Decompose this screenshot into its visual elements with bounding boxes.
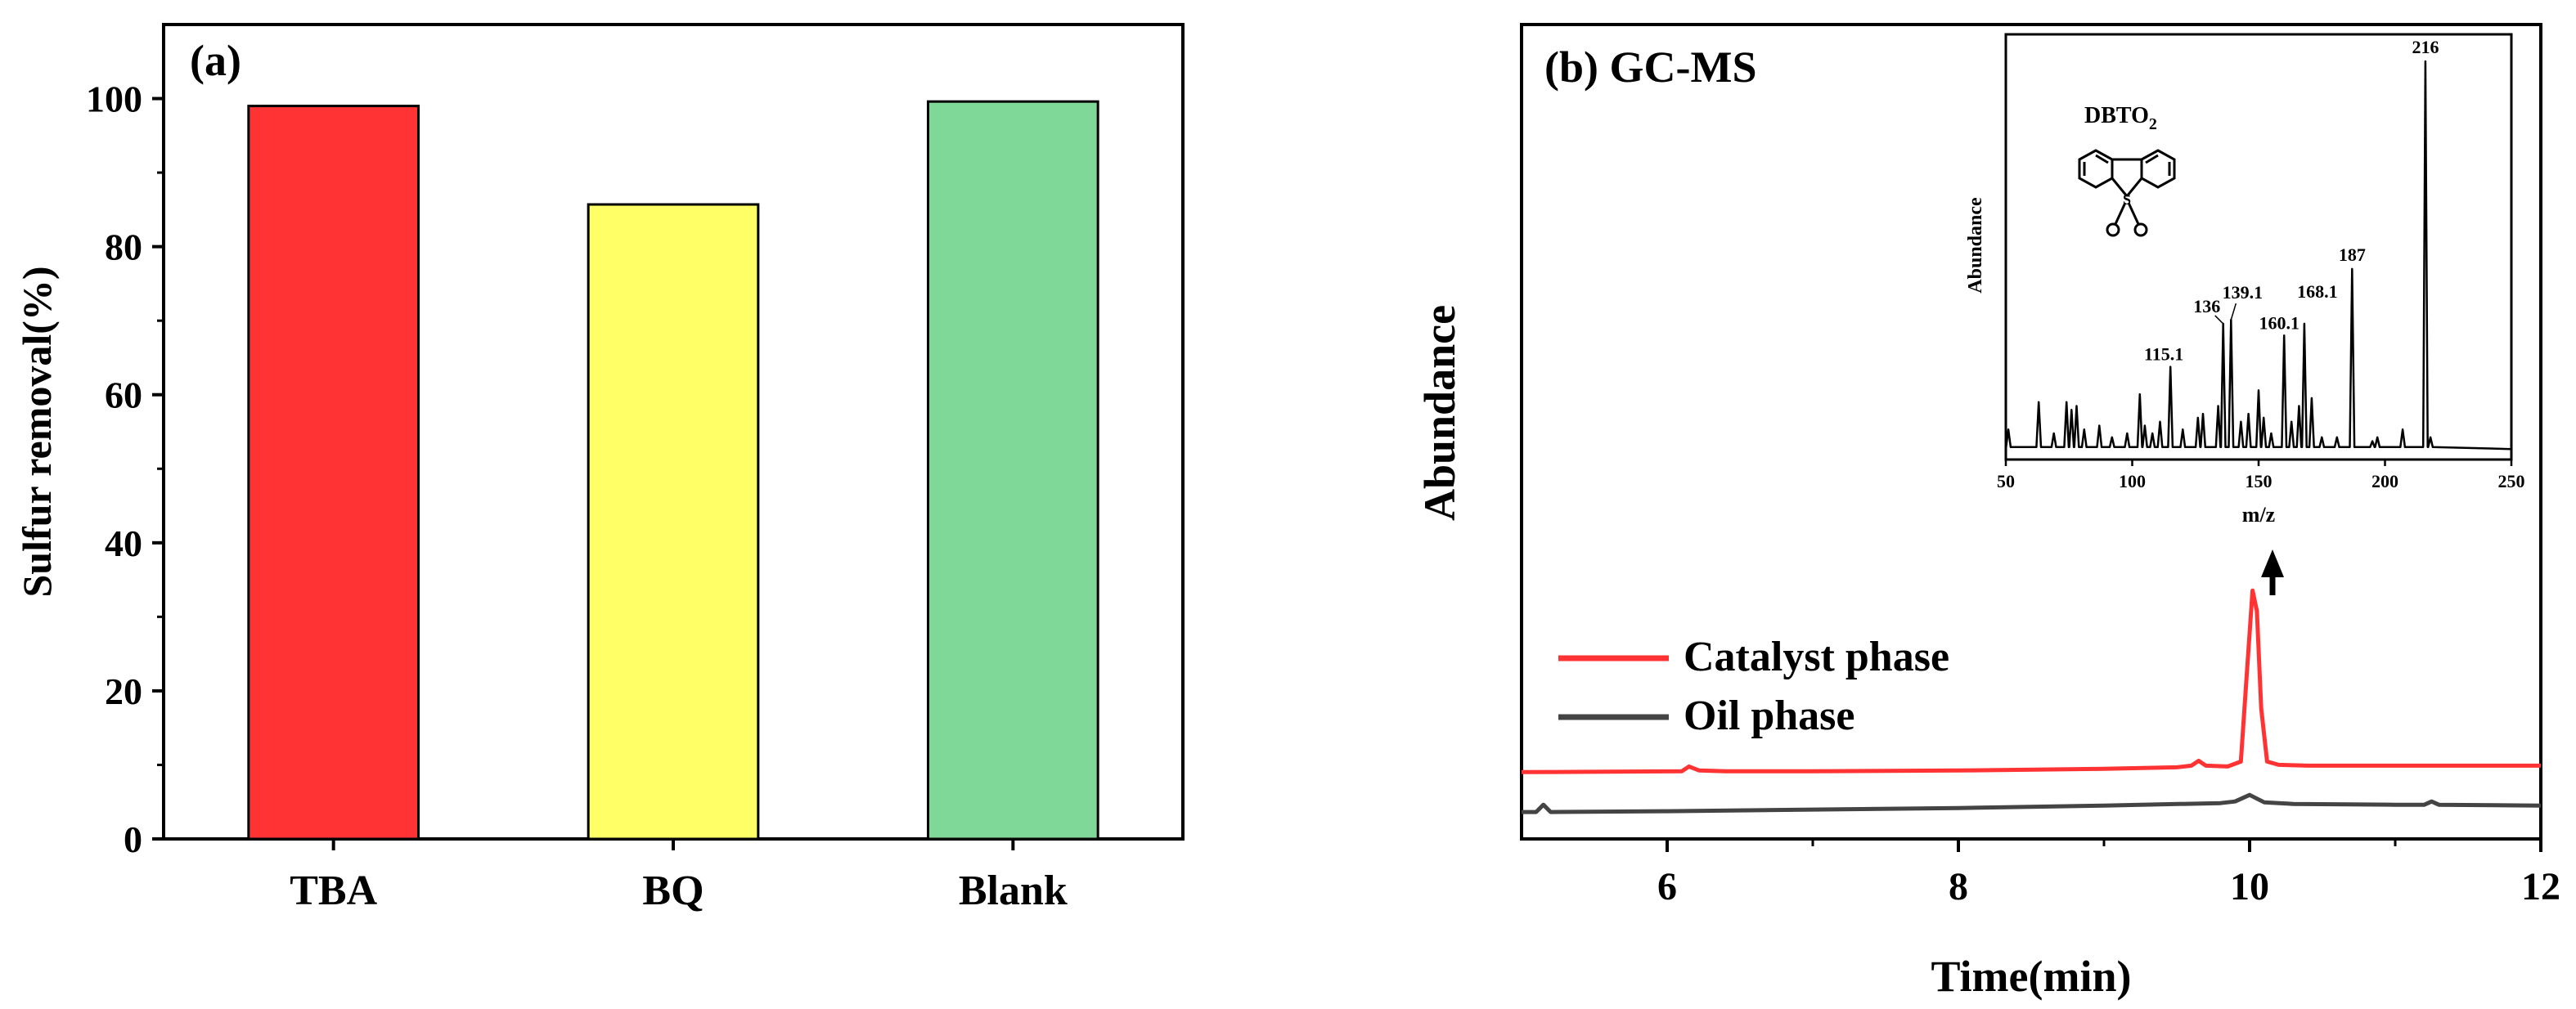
panel-b-series-lines (1521, 588, 2542, 814)
x-tick-label: BQ (642, 868, 704, 914)
y-tick-label: 0 (124, 818, 142, 860)
y-tick-label: 40 (105, 522, 142, 564)
panel-b-y-axis-label: Abundance (1415, 305, 1464, 521)
inset-peak-label: 115.1 (2144, 344, 2183, 365)
inset-x-ticks: 50 100 150 200 250 (1997, 460, 2525, 491)
y-tick-label: 20 (105, 670, 142, 712)
inset-peak-label: 160.1 (2259, 312, 2300, 333)
x-tick-label: 10 (2230, 865, 2269, 908)
dbto2-sulfur-atom: S (2123, 191, 2131, 208)
bar-bq (587, 203, 760, 841)
inset-x-tick-label: 200 (2371, 471, 2398, 491)
x-tick-label: 12 (2521, 865, 2560, 908)
legend-label-catalyst-phase: Catalyst phase (1684, 634, 1949, 680)
panel-a-x-ticks: TBA BQ Blank (290, 839, 1068, 914)
y-tick-label: 100 (86, 78, 142, 120)
inset-peak-label: 187 (2339, 244, 2366, 265)
panel-a-bar-chart: (a) 0 20 40 60 80 100 TBA BQ Blank Sulfur remov… (14, 23, 1185, 914)
panel-b-legend: Catalyst phase Oil phase (1558, 634, 1949, 739)
inset-y-axis-label: Abundance (1965, 197, 1986, 294)
inset-leader-line (2214, 315, 2224, 325)
inset-peak-label: 216 (2412, 37, 2439, 57)
panel-b-gcms-chart: (b) GC-MS 6 8 10 12 Time(min) Abundance Cat… (1415, 23, 2560, 1001)
panel-a-y-ticks: 0 20 40 60 80 100 (86, 78, 164, 860)
panel-a-bars (247, 100, 1099, 841)
bar-tba (247, 105, 420, 841)
inset-compound-label: DBTO2 (2084, 103, 2157, 133)
inset-peak-label: 168.1 (2297, 281, 2338, 302)
x-tick-label: TBA (290, 868, 377, 914)
panel-b-x-axis-label: Time(min) (1931, 952, 2132, 1001)
series-line-catalyst-phase (1521, 588, 2541, 774)
y-tick-label: 60 (105, 374, 142, 416)
x-tick-label: Blank (959, 868, 1068, 914)
inset-peak-label: 136 (2193, 296, 2220, 316)
legend-label-oil-phase: Oil phase (1684, 693, 1855, 739)
panel-b-frame (1520, 23, 2542, 841)
dbto2-structure-icon (2078, 149, 2176, 237)
x-tick-label: 6 (1657, 865, 1677, 908)
panel-b-label: (b) GC-MS (1544, 43, 1756, 92)
series-line-oil-phase (1522, 792, 2542, 814)
panel-b-x-ticks: 6 8 10 12 (1657, 839, 2560, 908)
y-tick-label: 80 (105, 226, 142, 268)
inset-x-tick-label: 150 (2246, 471, 2273, 491)
bar-blank (927, 100, 1099, 841)
peak-arrow-icon (2261, 549, 2284, 595)
x-tick-label: 8 (1949, 865, 1968, 908)
inset-x-tick-label: 50 (1997, 471, 2015, 491)
panel-a-label: (a) (190, 36, 241, 85)
inset-x-tick-label: 100 (2119, 471, 2146, 491)
inset-x-tick-label: 250 (2498, 471, 2525, 491)
inset-leader-line (2230, 303, 2237, 321)
inset-peak-label: 139.1 (2223, 282, 2264, 303)
panel-a-y-axis-label: Sulfur removal(%) (14, 266, 60, 597)
inset-x-axis-label: m/z (2242, 503, 2275, 527)
